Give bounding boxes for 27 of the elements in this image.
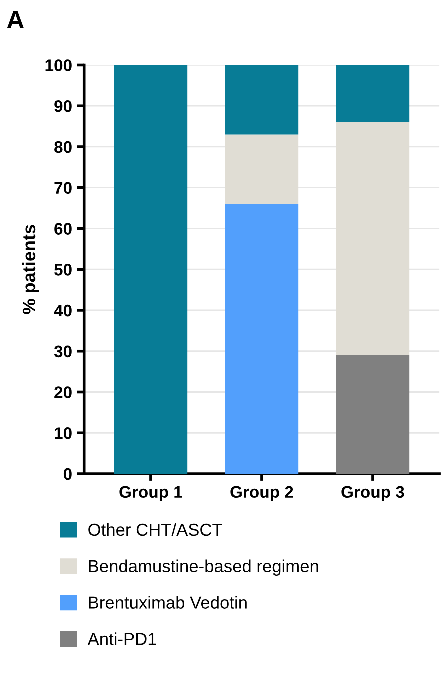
- chart-title: A: [7, 11, 24, 29]
- legend-label: Bendamustine-based regimen: [89, 560, 318, 576]
- y-tick-label: 60: [54, 223, 72, 235]
- y-tick-label: 80: [54, 141, 72, 154]
- bar: [225, 65, 299, 135]
- y-tick-label: 30: [54, 346, 72, 358]
- y-tick-label: 50: [54, 264, 72, 276]
- x-tick-label: Group 3: [342, 486, 404, 502]
- y-tick-label: 100: [46, 60, 72, 72]
- x-tick-label: Group 1: [120, 486, 182, 502]
- y-tick-label: 90: [54, 100, 72, 112]
- y-tick-label: 10: [55, 428, 72, 440]
- legend-label: Other CHT/ASCT: [88, 523, 222, 536]
- bar: [336, 122, 410, 356]
- legend-label: Anti-PD1: [88, 632, 156, 646]
- bar: [225, 134, 299, 204]
- y-tick-label: 0: [64, 468, 72, 480]
- bar: [225, 204, 299, 474]
- y-tick-label: 20: [54, 386, 72, 398]
- y-tick-label: 70: [54, 182, 72, 194]
- bar: [114, 65, 188, 474]
- bar: [336, 65, 410, 122]
- y-tick-label: 40: [54, 304, 72, 317]
- bar: [336, 355, 410, 474]
- y-axis-title: % patients: [22, 225, 40, 314]
- x-tick-label: Group 2: [230, 486, 294, 502]
- legend-label: Brentuximab Vedotin: [89, 596, 247, 609]
